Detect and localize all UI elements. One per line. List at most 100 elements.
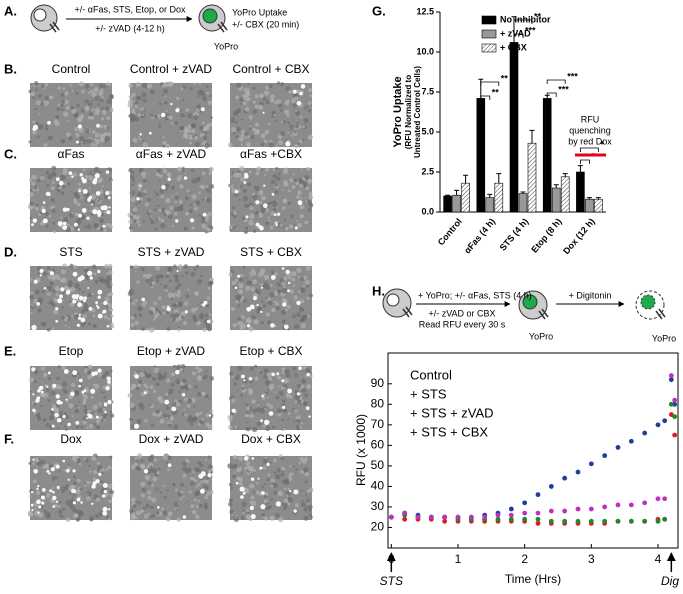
cell-texture — [92, 203, 96, 206]
x-tick-label: αFas (4 h) — [462, 216, 497, 255]
cell-texture — [95, 497, 100, 502]
cell-texture — [237, 427, 240, 430]
cell-texture — [41, 289, 45, 294]
cell-texture — [35, 490, 41, 495]
cell-texture — [98, 198, 101, 201]
cell-texture — [71, 315, 74, 318]
cell-texture — [183, 128, 189, 134]
bright-cell — [77, 316, 82, 320]
data-point — [655, 422, 661, 428]
bright-cell — [48, 472, 51, 475]
cell-texture — [77, 117, 83, 123]
data-point — [548, 518, 554, 524]
cell-texture — [240, 102, 242, 105]
cell-texture — [96, 419, 100, 423]
cell-texture — [146, 83, 153, 89]
cell-texture — [294, 394, 300, 400]
cell-texture — [90, 142, 96, 147]
cell-texture — [44, 83, 49, 87]
cell-texture — [277, 134, 283, 140]
cell-texture — [41, 460, 46, 465]
bright-cell — [68, 171, 73, 176]
cell-texture — [48, 415, 55, 421]
cell-texture — [190, 122, 197, 128]
cell-texture — [127, 291, 133, 297]
micrograph — [228, 81, 313, 149]
micrograph-label: Control + CBX — [232, 62, 309, 76]
cell-texture — [276, 468, 282, 473]
cell-texture — [87, 370, 92, 375]
channel-icon — [538, 308, 549, 320]
cell-texture — [197, 460, 202, 465]
cell-texture — [155, 409, 160, 415]
bright-cell — [287, 289, 290, 293]
cell-texture — [60, 92, 65, 98]
cell-texture — [101, 278, 107, 284]
bright-cell — [59, 401, 63, 405]
bright-cell — [67, 478, 70, 481]
micrograph — [27, 165, 113, 234]
cell-texture — [155, 307, 159, 312]
cell-texture — [77, 509, 83, 516]
bright-cell — [289, 490, 292, 493]
bright-cell — [72, 299, 77, 304]
cell-texture — [75, 132, 80, 138]
cell-texture — [265, 220, 270, 226]
schematic-text: +/- αFas, STS, Etop, or Dox — [75, 4, 186, 14]
cell-texture — [197, 89, 203, 96]
cell-texture — [295, 124, 299, 129]
cell-texture — [238, 109, 241, 112]
bright-cell — [72, 501, 76, 505]
cell-texture — [228, 425, 233, 430]
bright-cell — [78, 378, 83, 383]
schematic-text: YoPro — [529, 331, 553, 341]
cell-texture — [300, 277, 305, 281]
bright-cell — [104, 410, 107, 414]
cell-texture — [202, 96, 207, 101]
bright-cell — [108, 380, 110, 383]
cell-texture — [103, 210, 106, 214]
cell-texture — [70, 382, 76, 388]
data-point — [482, 514, 488, 520]
cell-texture — [141, 488, 146, 492]
cell-texture — [73, 494, 76, 497]
cell-texture — [145, 274, 151, 280]
bright-cell — [41, 208, 46, 214]
data-point — [642, 430, 648, 436]
cell-texture — [94, 132, 100, 138]
cell-texture — [174, 206, 179, 212]
cell-texture — [174, 121, 177, 124]
bright-cell — [190, 218, 195, 223]
cell-texture — [53, 297, 58, 303]
cell-texture — [109, 493, 114, 498]
cell-texture — [300, 196, 303, 200]
cell-texture — [104, 106, 110, 111]
cell-texture — [304, 457, 308, 461]
cell-texture — [94, 110, 100, 116]
cell-texture — [268, 383, 275, 390]
cell-texture — [132, 504, 137, 508]
bright-cell — [31, 509, 34, 512]
cell-texture — [209, 184, 215, 189]
bright-cell — [260, 310, 263, 314]
bright-cell — [83, 299, 86, 303]
cell-texture — [150, 219, 155, 225]
cell-texture — [91, 292, 94, 296]
cell-texture — [210, 116, 213, 119]
bright-cell — [60, 287, 65, 292]
significance-label: *** — [558, 84, 569, 94]
cell-texture — [192, 114, 199, 120]
bright-cell — [63, 369, 69, 374]
significance-bracket — [480, 81, 500, 86]
cell-texture — [86, 426, 89, 429]
cell-texture — [52, 303, 56, 307]
bright-cell — [249, 304, 255, 310]
cell-texture — [158, 310, 161, 313]
cell-texture — [238, 273, 244, 279]
cell-texture — [151, 286, 154, 289]
bright-cell — [143, 469, 149, 474]
cell-texture — [249, 124, 252, 128]
cell-texture — [273, 113, 276, 117]
micrograph — [228, 265, 313, 332]
cell-texture — [271, 425, 276, 429]
